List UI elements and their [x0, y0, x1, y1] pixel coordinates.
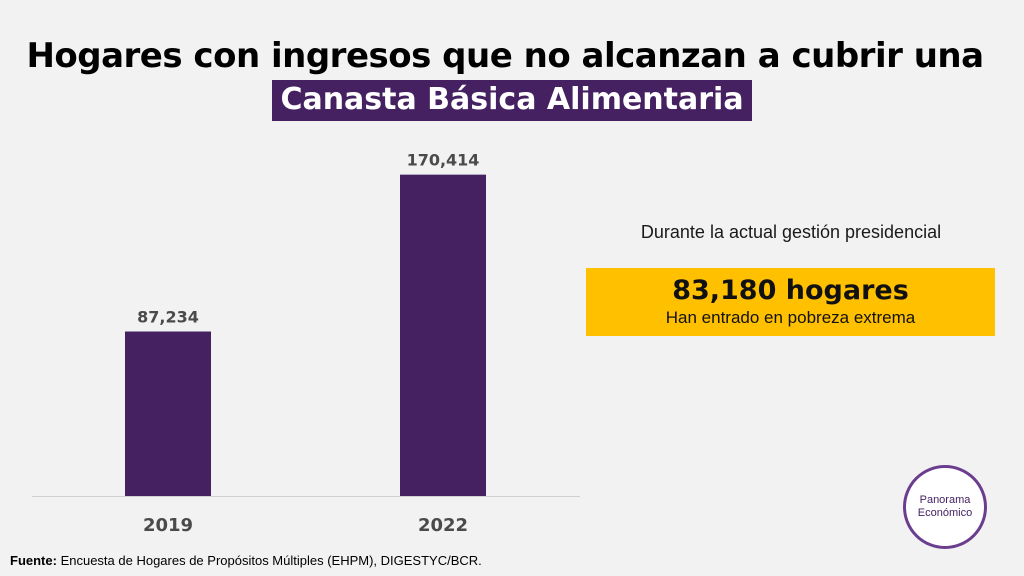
- side-heading: Durante la actual gestión presidencial: [640, 222, 942, 242]
- callout-value: 83,180 hogares: [672, 275, 909, 306]
- bar-2022: [400, 174, 486, 496]
- logo-line2: Económico: [917, 507, 973, 519]
- chart-title-line2-wrap: Canasta Básica Alimentaria: [0, 80, 1024, 121]
- panorama-economico-logo: Panorama Económico: [903, 465, 987, 549]
- x-tick-label-2019: 2019: [143, 515, 193, 536]
- bar-2019: [125, 331, 211, 496]
- callout-caption: Han entrado en pobreza extrema: [665, 308, 916, 327]
- source-label: Fuente:: [10, 553, 57, 568]
- data-label-2019: 87,234: [137, 308, 199, 327]
- bar-chart: 87,234 2019 170,414 2022: [32, 151, 580, 536]
- logo-line1: Panorama: [919, 494, 971, 506]
- source-note: Fuente: Encuesta de Hogares de Propósito…: [10, 553, 482, 568]
- chart-title-line2: Canasta Básica Alimentaria: [272, 80, 752, 121]
- source-text: Encuesta de Hogares de Propósitos Múltip…: [56, 553, 482, 568]
- data-label-2022: 170,414: [407, 151, 480, 170]
- callout-box: 83,180 hogares Han entrado en pobreza ex…: [586, 268, 995, 336]
- chart-title-line1: Hogares con ingresos que no alcanzan a c…: [26, 36, 984, 76]
- x-tick-label-2022: 2022: [418, 515, 468, 536]
